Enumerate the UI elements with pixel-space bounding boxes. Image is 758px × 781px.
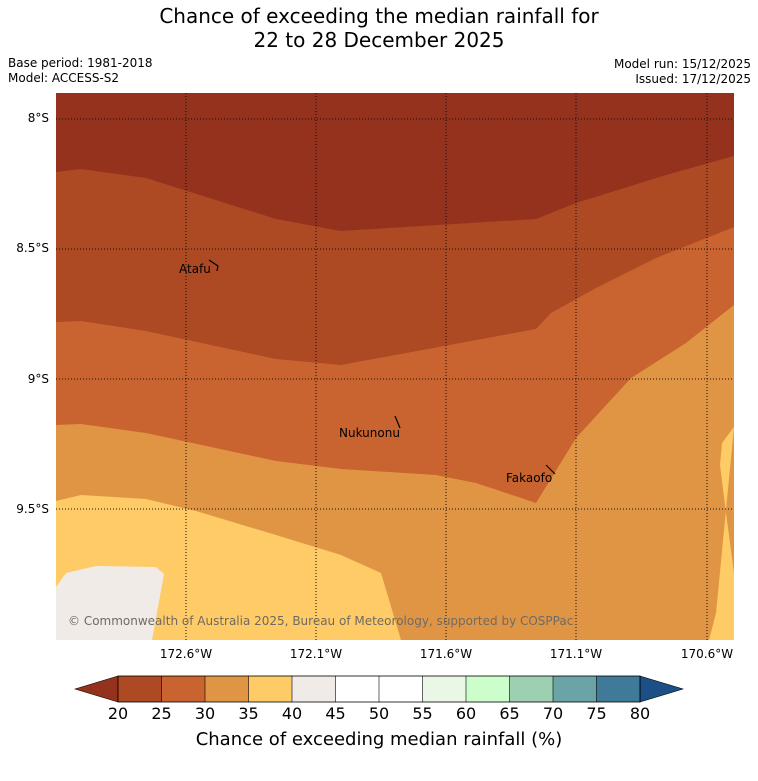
colorbar-seg-75-80 [596, 676, 640, 702]
lon-label-170-6w: 170.6°W [680, 647, 734, 661]
colorbar-seg-70-75 [553, 676, 597, 702]
copyright-text: © Commonwealth of Australia 2025, Bureau… [68, 614, 574, 628]
lat-label-8s: 8°S [27, 111, 49, 125]
colorbar-tick-70: 70 [542, 704, 564, 723]
colorbar-title: Chance of exceeding median rainfall (%) [195, 729, 563, 750]
colorbar-tick-30: 30 [194, 704, 216, 723]
meta-left: Base period: 1981-2018 Model: ACCESS-S2 [8, 56, 153, 86]
place-label-fakaofo: Fakaofo [506, 471, 552, 485]
lon-label-171-6w: 171.6°W [419, 647, 473, 661]
lat-label-8-5s: 8.5°S [16, 241, 49, 255]
place-label-atafu: Atafu [179, 262, 211, 276]
colorbar-extend-low [74, 675, 119, 703]
lon-label-171-1w: 171.1°W [549, 647, 603, 661]
graticule [56, 93, 734, 640]
issued-label: Issued: 17/12/2025 [635, 72, 751, 86]
model-label: Model: ACCESS-S2 [8, 71, 120, 85]
colorbar-seg-45-50 [335, 676, 379, 702]
atafu-island-shape-2 [216, 265, 219, 272]
model-run-label: Model run: 15/12/2025 [613, 57, 751, 71]
atafu-island-shape [208, 259, 219, 267]
lat-label-9s: 9°S [27, 372, 49, 386]
band-35-40-east [709, 427, 734, 640]
colorbar-tick-55: 55 [412, 704, 433, 723]
colorbar-seg-50-55 [379, 676, 423, 702]
rainfall-map: Atafu Nukunonu Fakaofo [56, 93, 734, 640]
colorbar-tick-40: 40 [281, 704, 303, 723]
map-title-line1: Chance of exceeding the median rainfall … [159, 4, 599, 28]
lon-label-172-6w: 172.6°W [159, 647, 213, 661]
place-label-nukunonu: Nukunonu [339, 426, 400, 440]
map-title-line2: 22 to 28 December 2025 [253, 28, 505, 52]
fakaofo-island-shape [545, 464, 556, 475]
colorbar-seg-20-25 [118, 676, 162, 702]
colorbar-tick-45: 45 [325, 704, 346, 723]
colorbar-tick-65: 65 [499, 704, 520, 723]
colorbar-tick-75: 75 [586, 704, 607, 723]
colorbar-seg-65-70 [509, 676, 553, 702]
colorbar-frame [117, 675, 641, 703]
colorbar-tick-35: 35 [238, 704, 259, 723]
meta-right: Model run: 15/12/2025 Issued: 17/12/2025 [614, 57, 751, 87]
colorbar-seg-25-30 [161, 676, 205, 702]
colorbar-tick-20: 20 [107, 704, 129, 723]
colorbar-seg-60-65 [466, 676, 510, 702]
map-title: Chance of exceeding the median rainfall … [0, 4, 758, 52]
colorbar-tick-60: 60 [455, 704, 477, 723]
colorbar [74, 675, 685, 703]
colorbar-extend-high [639, 675, 685, 703]
band-40-45 [56, 566, 164, 640]
base-period-label: Base period: 1981-2018 [8, 56, 153, 70]
colorbar-tick-50: 50 [368, 704, 390, 723]
colorbar-tick-25: 25 [151, 704, 172, 723]
lon-label-172-1w: 172.1°W [289, 647, 343, 661]
colorbar-seg-55-60 [422, 676, 466, 702]
nukunonu-island-shape [394, 415, 401, 429]
colorbar-tick-80: 80 [629, 704, 651, 723]
colorbar-dividers [161, 676, 597, 702]
lat-label-9-5s: 9.5°S [16, 502, 49, 516]
colorbar-seg-30-35 [205, 676, 249, 702]
colorbar-seg-35-40 [248, 676, 292, 702]
colorbar-seg-40-45 [292, 676, 336, 702]
